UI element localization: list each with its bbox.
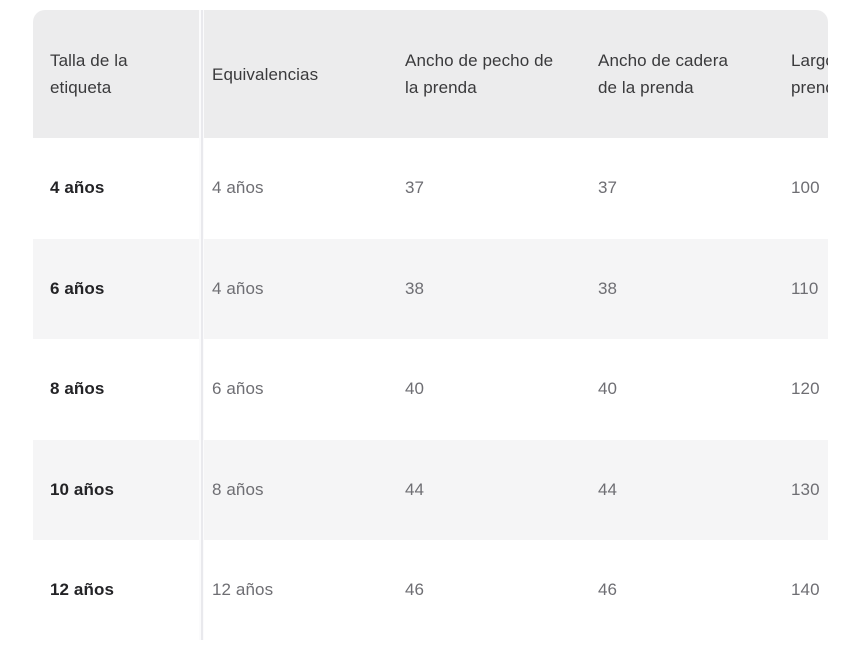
cell-size-label: 10 años bbox=[50, 479, 115, 499]
table-row: 10 años 8 años 44 44 130 bbox=[33, 439, 828, 540]
column-header-ancho-pecho-label: Ancho de pecho de la prenda bbox=[405, 51, 554, 97]
column-header-equivalencias: Equivalencias bbox=[202, 10, 395, 138]
cell-length: 140 bbox=[791, 580, 820, 600]
table-row: 12 años 12 años 46 46 140 bbox=[33, 540, 828, 640]
column-header-ancho-pecho: Ancho de pecho de la prenda bbox=[395, 10, 588, 138]
size-table-scroll[interactable]: Talla de la etiqueta Equivalencias Ancho… bbox=[33, 10, 828, 640]
column-header-equivalencias-label: Equivalencias bbox=[212, 64, 319, 84]
size-table-body: 4 años 4 años 37 37 100 6 años 4 años 38… bbox=[33, 138, 828, 640]
column-header-largo: Largo de la prenda bbox=[781, 10, 828, 138]
cell-length: 100 bbox=[791, 178, 820, 198]
cell-hip-width: 44 bbox=[598, 479, 618, 499]
cell-chest-width: 46 bbox=[405, 580, 425, 600]
column-header-ancho-cadera-label: Ancho de cadera de la prenda bbox=[598, 51, 729, 97]
column-header-talla-label: Talla de la etiqueta bbox=[50, 51, 128, 97]
cell-hip-width: 37 bbox=[598, 178, 618, 198]
size-table-header: Talla de la etiqueta Equivalencias Ancho… bbox=[33, 10, 828, 138]
cell-chest-width: 40 bbox=[405, 379, 425, 399]
column-header-talla: Talla de la etiqueta bbox=[33, 10, 202, 138]
column-header-largo-label: Largo de la prenda bbox=[791, 51, 828, 97]
cell-size-label: 4 años bbox=[50, 178, 105, 198]
cell-equivalence: 4 años bbox=[212, 278, 264, 298]
cell-equivalence: 6 años bbox=[212, 379, 264, 399]
cell-equivalence: 12 años bbox=[212, 580, 274, 600]
table-row: 8 años 6 años 40 40 120 bbox=[33, 339, 828, 440]
cell-size-label: 6 años bbox=[50, 278, 105, 298]
cell-hip-width: 46 bbox=[598, 580, 618, 600]
table-row: 4 años 4 años 37 37 100 bbox=[33, 138, 828, 239]
cell-chest-width: 37 bbox=[405, 178, 425, 198]
column-header-ancho-cadera: Ancho de cadera de la prenda bbox=[588, 10, 781, 138]
cell-hip-width: 38 bbox=[598, 278, 618, 298]
cell-length: 120 bbox=[791, 379, 820, 399]
cell-chest-width: 38 bbox=[405, 278, 425, 298]
cell-equivalence: 4 años bbox=[212, 178, 264, 198]
cell-chest-width: 44 bbox=[405, 479, 425, 499]
cell-equivalence: 8 años bbox=[212, 479, 264, 499]
cell-hip-width: 40 bbox=[598, 379, 618, 399]
table-row: 6 años 4 años 38 38 110 bbox=[33, 238, 828, 339]
cell-length: 130 bbox=[791, 479, 820, 499]
cell-size-label: 8 años bbox=[50, 379, 105, 399]
cell-length: 110 bbox=[791, 278, 819, 298]
cell-size-label: 12 años bbox=[50, 580, 115, 600]
